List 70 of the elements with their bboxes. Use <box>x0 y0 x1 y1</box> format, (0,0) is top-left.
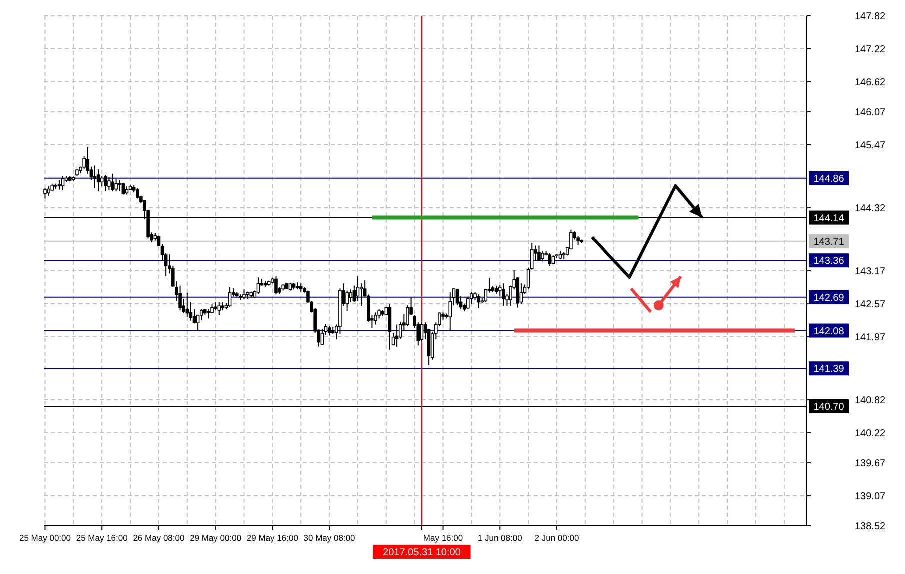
candlestick <box>349 289 353 303</box>
ref-line-label: 144.86 <box>814 174 845 185</box>
candlestick <box>186 292 190 318</box>
candlestick <box>136 188 140 200</box>
y-tick-label: 147.82 <box>855 12 886 22</box>
y-tick-label: 146.07 <box>855 107 886 118</box>
y-tick-label: 146.62 <box>855 77 886 88</box>
candlestick <box>242 289 246 300</box>
y-tick-label: 138.52 <box>855 522 886 532</box>
ref-line-label: 142.08 <box>814 326 845 338</box>
candlestick <box>114 178 118 192</box>
y-tick-label: 141.97 <box>855 332 886 344</box>
candlestick <box>58 180 62 190</box>
candlestick <box>328 326 332 336</box>
y-tick-label: 142.57 <box>855 299 886 310</box>
candlestick <box>346 290 349 312</box>
candlestick <box>96 169 100 192</box>
candlestick <box>218 302 222 316</box>
x-tick-label: 25 May 16:00 <box>76 532 128 543</box>
candlestick <box>502 283 506 307</box>
ref-line-label: 142.69 <box>814 292 845 304</box>
candlestick <box>538 245 541 262</box>
ref-line-label: 143.71 <box>814 236 845 248</box>
candlestick <box>420 322 424 342</box>
y-tick-label: 139.07 <box>855 491 886 502</box>
candlestick <box>207 308 210 320</box>
candlestick <box>541 250 544 262</box>
y-tick-label: 139.67 <box>855 458 886 470</box>
candlestick <box>104 174 108 192</box>
candlestick <box>456 288 460 306</box>
candlestick <box>108 176 111 191</box>
candlestick <box>466 296 470 310</box>
candlestick <box>360 283 364 307</box>
ref-line-label: 140.70 <box>814 402 845 413</box>
ref-line-label: 144.14 <box>814 213 845 224</box>
candlestick <box>374 312 378 326</box>
candlestick <box>356 276 360 302</box>
candlestick <box>548 252 552 267</box>
candlestick <box>256 277 260 295</box>
y-tick-label: 140.22 <box>855 428 886 440</box>
candlestick <box>100 176 104 188</box>
x-tick-label: 25 May 00:00 <box>19 532 72 543</box>
candlestick <box>93 165 97 189</box>
candlestick <box>111 173 114 192</box>
x-tick-label: 2 Jun 00:00 <box>534 532 580 543</box>
candlestick <box>477 294 480 309</box>
candlestick <box>44 188 47 200</box>
y-tick-label: 147.22 <box>855 44 886 56</box>
y-tick-label: 145.47 <box>855 140 886 152</box>
x-tick-label: 30 May 08:00 <box>304 532 356 543</box>
candlestick <box>274 276 278 296</box>
ref-line-label: 141.39 <box>814 364 845 376</box>
x-tick-label: 29 May 16:00 <box>246 532 299 543</box>
x-tick-label: 1 Jun 08:00 <box>478 532 523 543</box>
candlestick <box>448 292 452 332</box>
candlestick <box>395 324 399 348</box>
x-tick-label: 29 May 00:00 <box>190 532 242 543</box>
x-tick-label: 2017.05.31 10:00 <box>383 548 462 558</box>
y-tick-label: 144.32 <box>855 203 886 214</box>
x-tick-label: 26 May 08:00 <box>133 532 185 543</box>
ref-line-label: 143.36 <box>814 256 845 268</box>
y-tick-label: 140.82 <box>855 395 886 406</box>
candlestick <box>61 176 65 191</box>
x-tick-label: May 16:00 <box>423 532 464 543</box>
candlestick <box>47 186 50 196</box>
candlestick <box>118 179 122 192</box>
candlestick <box>200 308 204 321</box>
candlestick <box>178 285 182 311</box>
y-tick-label: 143.17 <box>855 266 886 278</box>
candlestick <box>228 286 232 308</box>
